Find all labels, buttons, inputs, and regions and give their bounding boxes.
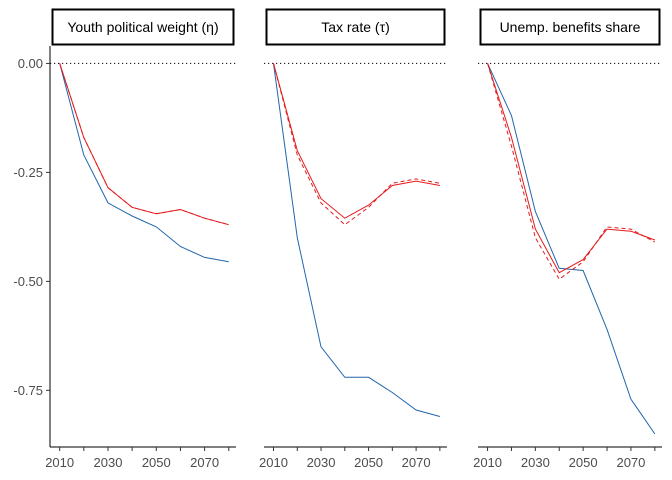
series-line-red-solid: [59, 63, 229, 226]
facet-panel-3: Unemp. benefits share 2010 2030 2050 2070: [473, 8, 662, 470]
strip-label: Youth political weight (η): [67, 19, 218, 35]
strip-label: Unemp. benefits share: [500, 19, 641, 35]
y-tick-label: -0.75: [13, 383, 43, 398]
x-tick-label: 2030: [94, 455, 123, 470]
series-line-blue-solid: [273, 63, 441, 417]
strip-box: [51, 8, 235, 46]
strip-label: Tax rate (τ): [321, 19, 390, 35]
x-tick-label: 2030: [521, 455, 550, 470]
series-line-blue-solid: [59, 63, 229, 263]
x-tick-label: 2050: [354, 455, 383, 470]
x-tick-label: 2070: [402, 455, 431, 470]
x-tick-label: 2010: [473, 455, 502, 470]
x-tick-label: 2070: [616, 455, 645, 470]
x-tick-label: 2050: [142, 455, 171, 470]
x-tick-label: 2030: [307, 455, 336, 470]
x-tick-label: 2050: [569, 455, 598, 470]
y-tick-label: -0.50: [13, 274, 43, 289]
series-line-red-dashed: [487, 63, 656, 280]
strip-box: [265, 8, 446, 46]
x-tick-label: 2010: [259, 455, 288, 470]
x-tick-label: 2010: [45, 455, 74, 470]
series-line-red-solid: [487, 63, 655, 274]
series-line-red-dashed: [273, 63, 440, 226]
y-tick-label: -0.25: [13, 165, 43, 180]
series-line-red-solid: [273, 63, 440, 219]
series-line-red-dashed: [59, 63, 229, 226]
series-line-blue-solid: [487, 63, 656, 435]
x-tick-label: 2070: [190, 455, 219, 470]
facet-panel-1: Youth political weight (η) 2010 2030 2050 20…: [45, 8, 236, 470]
strip-box: [479, 8, 661, 46]
facet-panel-2: Tax rate (τ) 2010 2030 2050 2070: [259, 8, 447, 470]
y-tick-label: 0.00: [18, 56, 43, 71]
